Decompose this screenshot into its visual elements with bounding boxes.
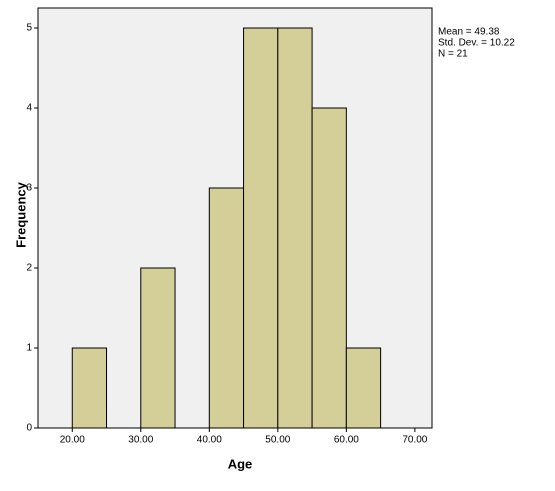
histogram-bar <box>208 187 245 429</box>
y-tick-label: 1 <box>26 343 32 354</box>
x-tick-label: 40.00 <box>197 435 222 446</box>
x-tick-label: 30.00 <box>128 435 153 446</box>
x-tick-label: 70.00 <box>402 435 427 446</box>
x-tick-label: 20.00 <box>60 435 85 446</box>
y-tick-label: 0 <box>26 423 32 434</box>
y-tick-label: 5 <box>26 23 32 34</box>
y-tick-label: 3 <box>26 183 32 194</box>
y-tick-label: 4 <box>26 103 32 114</box>
stat-annotation: Mean = 49.38 <box>438 27 500 38</box>
histogram-bar <box>311 107 347 429</box>
stat-annotation: N = 21 <box>438 49 468 60</box>
histogram-bar <box>243 27 279 429</box>
histogram-bar <box>71 347 108 429</box>
x-axis-title: Age <box>228 456 253 471</box>
y-axis-title: Frequency <box>13 181 28 248</box>
x-tick-label: 50.00 <box>265 435 290 446</box>
histogram-bar <box>345 347 382 429</box>
histogram-bar <box>277 27 313 429</box>
x-tick-label: 60.00 <box>334 435 359 446</box>
stat-annotation: Std. Dev. = 10.22 <box>438 38 515 49</box>
y-tick-label: 2 <box>26 263 32 274</box>
histogram-bar <box>140 267 176 429</box>
